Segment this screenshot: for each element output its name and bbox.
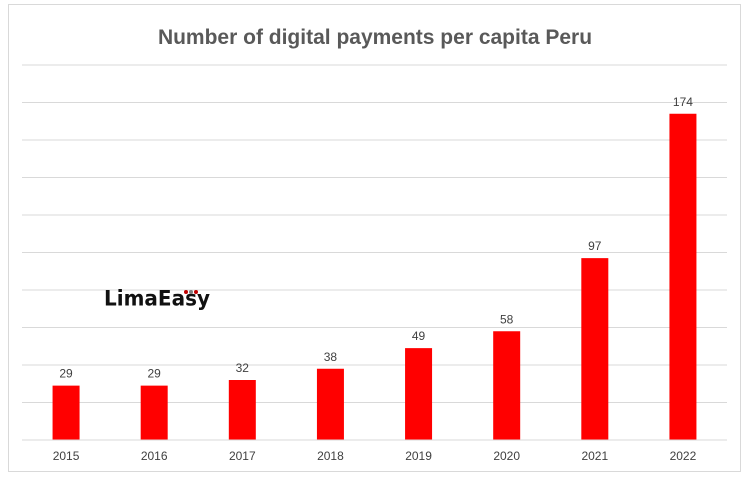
- data-label-2019: 49: [412, 329, 426, 343]
- data-label-2017: 32: [236, 361, 250, 375]
- data-label-2018: 38: [324, 350, 338, 364]
- data-labels: 29 29 32 38 49 58 97 174: [59, 95, 693, 381]
- limaeasy-logo: LimaEasy: [104, 286, 210, 311]
- logo-dot: [184, 290, 188, 294]
- logo-text: LimaEasy: [104, 286, 210, 311]
- x-axis-ticks: 2015 2016 2017 2018 2019 2020 2021 2022: [53, 449, 697, 463]
- x-tick-label-2020: 2020: [493, 449, 520, 463]
- data-label-2022: 174: [673, 95, 693, 109]
- bar-2022: [669, 113, 697, 440]
- x-tick-label-2015: 2015: [53, 449, 80, 463]
- data-label-2015: 29: [59, 367, 73, 381]
- data-label-2021: 97: [588, 239, 602, 253]
- x-tick-label-2021: 2021: [581, 449, 608, 463]
- bar-2016: [140, 385, 168, 440]
- x-tick-label-2018: 2018: [317, 449, 344, 463]
- bar-2017: [228, 380, 256, 440]
- bars: [52, 113, 697, 440]
- x-tick-label-2022: 2022: [670, 449, 697, 463]
- data-label-2016: 29: [148, 367, 162, 381]
- x-tick-label-2019: 2019: [405, 449, 432, 463]
- gridlines: [22, 64, 727, 403]
- logo-dot: [194, 290, 198, 294]
- bar-2018: [316, 368, 344, 440]
- bar-2020: [493, 331, 521, 440]
- x-tick-label-2017: 2017: [229, 449, 256, 463]
- chart-title: Number of digital payments per capita Pe…: [158, 26, 592, 49]
- bar-2019: [405, 348, 433, 440]
- bar-2021: [581, 258, 609, 440]
- logo-dot: [189, 290, 193, 294]
- x-tick-label-2016: 2016: [141, 449, 168, 463]
- chart-frame: [8, 4, 741, 472]
- bar-2015: [52, 385, 80, 440]
- data-label-2020: 58: [500, 312, 514, 326]
